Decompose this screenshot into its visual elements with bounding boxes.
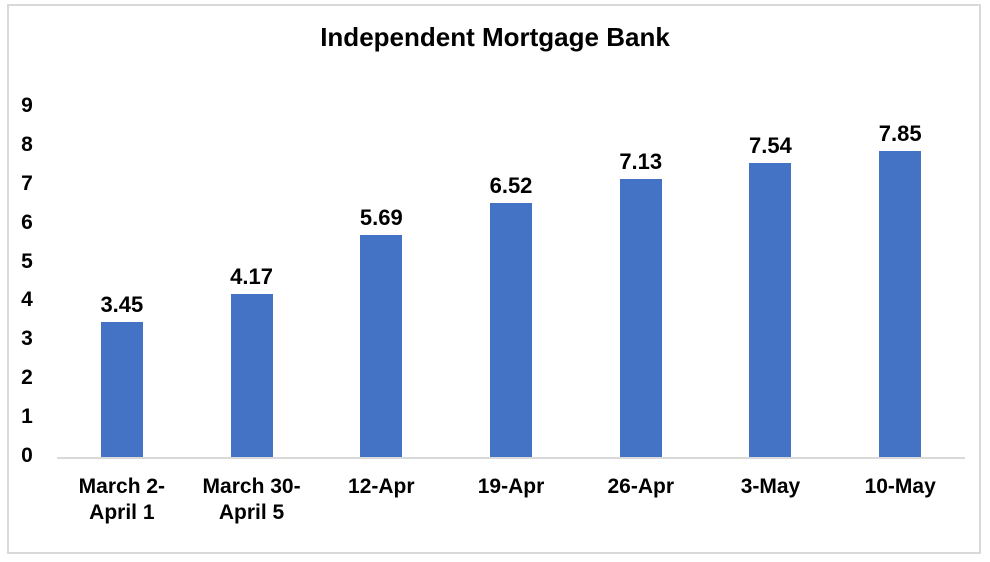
- bar-slot: 7.54: [706, 106, 836, 457]
- bar-data-label: 3.45: [100, 292, 144, 318]
- bar-data-label: 7.13: [619, 148, 663, 174]
- bar-26-apr: [619, 178, 662, 457]
- y-tick-1: 1: [21, 405, 33, 428]
- bar-19-apr: [490, 202, 533, 457]
- bar-slot: 3.45: [57, 106, 187, 457]
- bar-data-label: 7.85: [878, 120, 922, 146]
- bar-data-label: 5.69: [359, 205, 403, 231]
- bar-data-label: 4.17: [230, 264, 273, 290]
- y-tick-8: 8: [21, 132, 33, 156]
- bar-10-may: [879, 150, 922, 457]
- x-label-26-apr: 26-Apr: [607, 475, 674, 498]
- y-tick-4: 4: [21, 288, 33, 312]
- bar-march30-april5: [230, 294, 273, 457]
- y-tick-2: 2: [21, 366, 33, 390]
- y-tick-9: 9: [21, 94, 33, 117]
- bar-data-label: 6.52: [489, 172, 533, 198]
- x-label-3-may: 3-May: [740, 475, 801, 498]
- x-axis: March 2- April 1 March 30- April 5 12-Ap…: [57, 474, 965, 526]
- y-tick-5: 5: [21, 249, 33, 273]
- x-label-10-may: 10-May: [864, 475, 936, 498]
- plot-area: 3.45 4.17 5.69 6.52 7.13 7.54 7.85: [57, 106, 965, 459]
- bar-slot: 7.85: [835, 106, 965, 457]
- x-label-march2-april1: March 2- April 1: [78, 475, 166, 524]
- x-label-19-apr: 19-Apr: [477, 475, 545, 498]
- bar-3-may: [749, 162, 792, 457]
- bar-slot: 7.13: [576, 106, 706, 457]
- bar-march2-april1: [100, 322, 143, 457]
- y-tick-6: 6: [21, 210, 33, 234]
- bar-slot: 5.69: [316, 106, 446, 457]
- y-tick-0: 0: [21, 443, 33, 467]
- y-axis: 9 8 7 6 5 4 3 2 1 0: [7, 92, 47, 470]
- chart-title: Independent Mortgage Bank: [320, 22, 670, 52]
- x-label-12-apr: 12-Apr: [348, 475, 415, 498]
- bar-data-label: 7.54: [749, 132, 792, 158]
- bar-12-apr: [360, 235, 403, 457]
- x-label-march30-april5: March 30- April 5: [202, 475, 301, 524]
- y-tick-3: 3: [21, 327, 33, 351]
- bar-slot: 4.17: [187, 106, 317, 457]
- bar-slot: 6.52: [446, 106, 576, 457]
- y-tick-7: 7: [21, 171, 33, 195]
